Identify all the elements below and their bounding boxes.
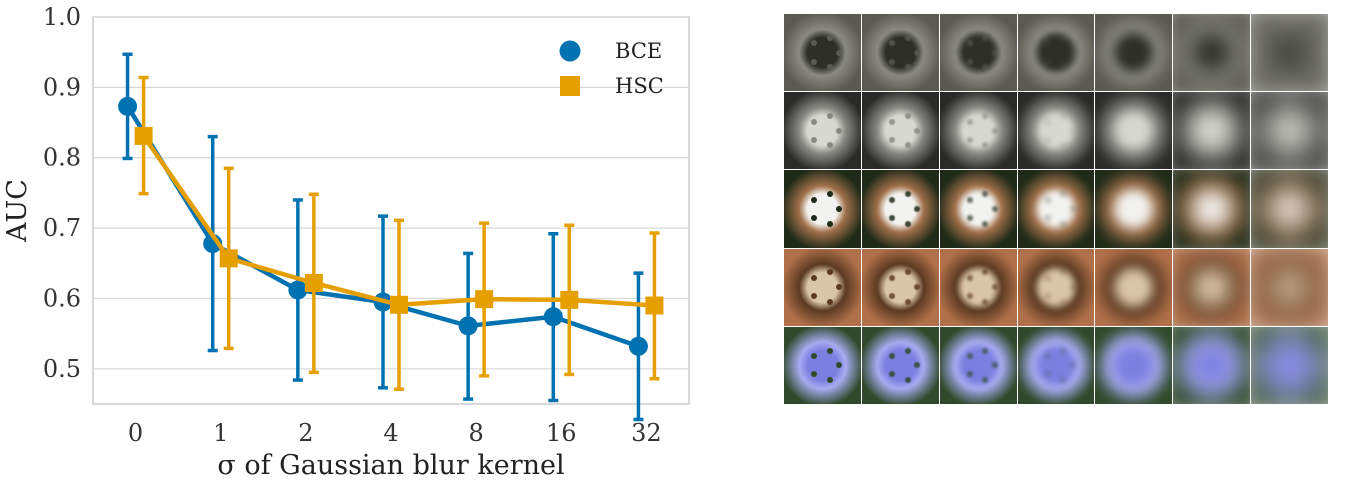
thumbnail-purple-flower-sigma-4 <box>1017 326 1095 404</box>
thumbnail-jar-packaging-sigma-4 <box>1017 248 1095 326</box>
data-point <box>645 296 664 315</box>
data-point <box>134 126 153 145</box>
thumbnail-purple-flower-sigma-32 <box>1251 326 1328 404</box>
y-tick-label: 0.7 <box>43 214 81 242</box>
legend-marker <box>559 40 581 62</box>
data-point <box>628 336 648 356</box>
data-point <box>288 280 308 300</box>
thumbnail-white-flower-sigma-8 <box>1095 170 1173 248</box>
thumbnail-white-flower-sigma-1 <box>861 170 939 248</box>
x-tick-label: 1 <box>213 419 228 447</box>
thumbnail-landscape-with-trees-sigma-16 <box>1173 14 1251 92</box>
data-point <box>304 273 323 292</box>
y-tick-label: 0.5 <box>43 355 81 383</box>
data-point <box>475 290 494 309</box>
series-hsc <box>134 75 664 391</box>
y-tick-label: 1.0 <box>43 3 81 31</box>
thumbnail-purple-flower-sigma-0 <box>784 326 861 404</box>
thumbnail-landscape-with-trees-sigma-32 <box>1251 14 1328 92</box>
thumbnail-machine-part-sigma-1 <box>861 92 939 170</box>
y-tick-labels: 0.5 0.6 0.7 0.8 0.9 1.0 <box>43 3 81 383</box>
thumbnail-jar-packaging-sigma-0 <box>784 248 861 326</box>
blur-example-grid <box>784 14 1328 404</box>
y-axis-label: AUC <box>2 179 33 243</box>
legend-marker <box>560 76 580 96</box>
thumbnail-machine-part-sigma-8 <box>1095 92 1173 170</box>
thumbnail-landscape-with-trees-sigma-4 <box>1017 14 1095 92</box>
data-point <box>458 316 478 336</box>
y-tick-label: 0.6 <box>43 284 81 312</box>
thumbnail-machine-part-sigma-2 <box>939 92 1017 170</box>
thumbnail-machine-part-sigma-0 <box>784 92 861 170</box>
thumbnail-machine-part-sigma-16 <box>1173 92 1251 170</box>
x-tick-label: 16 <box>546 419 577 447</box>
thumbnail-landscape-with-trees-sigma-1 <box>861 14 939 92</box>
thumbnail-white-flower-sigma-2 <box>939 170 1017 248</box>
thumbnail-white-flower-sigma-0 <box>784 170 861 248</box>
legend: BCE HSC <box>559 39 664 98</box>
thumbnail-purple-flower-sigma-8 <box>1095 326 1173 404</box>
x-tick-label: 32 <box>631 419 662 447</box>
thumbnail-jar-packaging-sigma-2 <box>939 248 1017 326</box>
data-point <box>560 290 579 309</box>
grid-lines <box>93 16 689 370</box>
y-tick-label: 0.9 <box>43 73 81 101</box>
plot-area <box>92 16 690 405</box>
thumbnail-jar-packaging-sigma-8 <box>1095 248 1173 326</box>
thumbnail-jar-packaging-sigma-32 <box>1251 248 1328 326</box>
thumbnail-jar-packaging-sigma-1 <box>861 248 939 326</box>
data-point <box>219 249 238 268</box>
y-tick-label: 0.8 <box>43 144 81 172</box>
thumbnail-machine-part-sigma-4 <box>1017 92 1095 170</box>
x-tick-label: 8 <box>469 419 484 447</box>
thumbnail-purple-flower-sigma-2 <box>939 326 1017 404</box>
thumbnail-purple-flower-sigma-16 <box>1173 326 1251 404</box>
thumbnail-white-flower-sigma-4 <box>1017 170 1095 248</box>
thumbnail-landscape-with-trees-sigma-2 <box>939 14 1017 92</box>
x-tick-labels: 0 1 2 4 8 16 32 <box>128 419 662 447</box>
thumbnail-machine-part-sigma-32 <box>1251 92 1328 170</box>
x-tick-label: 2 <box>298 419 313 447</box>
thumbnail-purple-flower-sigma-1 <box>861 326 939 404</box>
series-layer <box>118 52 664 422</box>
legend-label: BCE <box>615 39 662 63</box>
x-tick-label: 4 <box>383 419 398 447</box>
thumbnail-jar-packaging-sigma-16 <box>1173 248 1251 326</box>
x-axis-label: σ of Gaussian blur kernel <box>217 450 564 481</box>
thumbnail-landscape-with-trees-sigma-8 <box>1095 14 1173 92</box>
x-tick-label: 0 <box>128 419 143 447</box>
thumbnail-white-flower-sigma-16 <box>1173 170 1251 248</box>
data-point <box>118 96 138 116</box>
thumbnail-landscape-with-trees-sigma-0 <box>784 14 861 92</box>
data-point <box>543 307 563 327</box>
legend-label: HSC <box>615 74 664 98</box>
thumbnail-white-flower-sigma-32 <box>1251 170 1328 248</box>
data-point <box>390 295 408 314</box>
